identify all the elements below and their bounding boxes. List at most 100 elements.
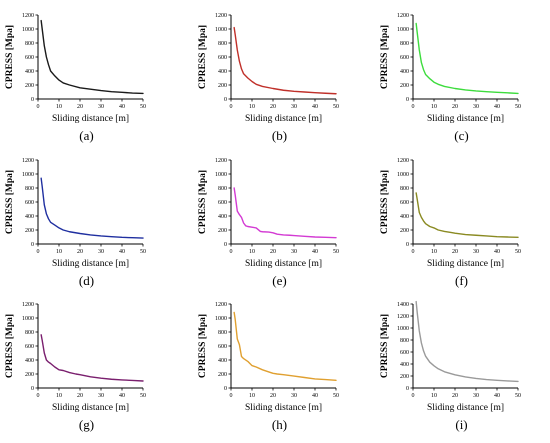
y-tick-label: 1000 [22,172,34,178]
x-axis-label: Sliding distance [m] [52,114,129,124]
series-line [40,334,144,382]
y-tick-label: 1200 [397,158,409,164]
chart-panel-i: 0 200 400 600 800 1000 1200 1400 0 10 20 30 40 50 Slid… [380,300,521,432]
y-tick-label: 0 [31,242,34,248]
y-tick-label: 600 [400,200,409,206]
x-tick-label: 0 [37,104,40,110]
y-tick-label: 1000 [22,27,34,33]
x-axis-label: Sliding distance [m] [52,259,129,269]
x-tick-label: 0 [412,393,415,399]
y-tick-label: 0 [224,97,227,103]
y-tick-label: 800 [400,338,409,344]
y-tick-label: 1000 [397,326,409,332]
y-tick-label: 1200 [397,314,409,320]
y-tick-label: 400 [218,214,227,220]
x-axis-label: Sliding distance [m] [245,403,322,413]
x-tick-label: 20 [77,104,83,110]
y-tick-label: 800 [25,41,34,47]
panel-label: (e) [272,273,286,288]
x-tick-label: 10 [56,104,62,110]
series-line [40,177,144,239]
x-tick-label: 10 [249,249,255,255]
y-tick-label: 200 [218,228,227,234]
x-tick-label: 20 [452,249,458,255]
y-tick-label: 1200 [215,158,227,164]
x-tick-label: 20 [270,104,276,110]
x-tick-label: 30 [291,393,297,399]
y-tick-label: 800 [400,41,409,47]
y-tick-label: 200 [25,228,34,234]
series-line [233,311,337,381]
y-tick-label: 600 [25,200,34,206]
panel-label: (b) [272,128,287,143]
y-axis-label: CPRESS [Mpa] [380,314,390,378]
x-tick-label: 10 [249,104,255,110]
y-tick-label: 1000 [215,316,227,322]
y-tick-label: 1000 [215,172,227,178]
x-axis-label: Sliding distance [m] [52,403,129,413]
y-axis-label: CPRESS [Mpa] [5,170,15,234]
y-tick-label: 0 [224,386,227,392]
x-tick-label: 50 [333,104,339,110]
y-tick-label: 400 [25,214,34,220]
y-tick-label: 200 [400,83,409,89]
x-tick-label: 40 [119,393,125,399]
y-tick-label: 0 [406,97,409,103]
x-tick-label: 50 [140,104,146,110]
y-tick-label: 400 [400,214,409,220]
y-tick-label: 1200 [22,13,34,19]
y-tick-label: 200 [400,228,409,234]
x-tick-label: 30 [98,393,104,399]
x-tick-label: 50 [140,249,146,255]
chart-panel-a: 0 200 400 600 800 1000 1200 0 10 20 30 40 50 Sliding … [5,13,146,143]
x-tick-label: 10 [431,249,437,255]
y-tick-label: 400 [400,362,409,368]
x-tick-label: 50 [333,393,339,399]
x-axis-label: Sliding distance [m] [427,403,504,413]
x-tick-label: 0 [230,393,233,399]
chart-panel-e: 0 200 400 600 800 1000 1200 0 10 20 30 40 50 Sliding … [198,158,339,288]
y-tick-label: 200 [218,372,227,378]
x-axis-label: Sliding distance [m] [427,259,504,269]
x-tick-label: 50 [515,393,521,399]
chart-panel-h: 0 200 400 600 800 1000 1200 0 10 20 30 40 50 Sliding … [198,302,339,432]
y-tick-label: 200 [25,372,34,378]
x-tick-label: 0 [230,249,233,255]
panel-label: (c) [454,128,468,143]
y-axis-label: CPRESS [Mpa] [198,314,208,378]
y-axis-label: CPRESS [Mpa] [5,25,15,89]
y-tick-label: 0 [406,386,409,392]
axes [230,15,336,100]
panel-label: (a) [79,128,93,143]
x-tick-label: 30 [291,249,297,255]
y-tick-label: 600 [25,344,34,350]
y-tick-label: 200 [25,83,34,89]
x-tick-label: 20 [77,249,83,255]
chart-panel-d: 0 200 400 600 800 1000 1200 0 10 20 30 40 50 Sliding … [5,158,146,288]
y-tick-label: 800 [218,41,227,47]
x-tick-label: 20 [77,393,83,399]
chart-panel-f: 0 200 400 600 800 1000 1200 0 10 20 30 40 50 Sliding … [380,158,521,288]
x-axis-label: Sliding distance [m] [427,114,504,124]
x-tick-label: 40 [312,104,318,110]
y-tick-label: 600 [218,200,227,206]
x-tick-label: 30 [291,104,297,110]
axes [37,304,143,389]
y-tick-label: 1200 [215,13,227,19]
x-tick-label: 50 [515,104,521,110]
y-tick-label: 800 [400,186,409,192]
panel-label: (d) [79,273,94,288]
panel-label: (i) [455,417,467,432]
y-tick-label: 600 [400,55,409,61]
x-tick-label: 40 [119,249,125,255]
y-tick-label: 0 [31,386,34,392]
x-tick-label: 50 [515,249,521,255]
y-tick-label: 200 [400,374,409,380]
y-tick-label: 800 [218,186,227,192]
y-tick-label: 1200 [22,158,34,164]
x-tick-label: 10 [56,393,62,399]
y-axis-label: CPRESS [Mpa] [5,314,15,378]
y-tick-label: 1000 [215,27,227,33]
x-tick-label: 10 [249,393,255,399]
x-tick-label: 50 [333,249,339,255]
